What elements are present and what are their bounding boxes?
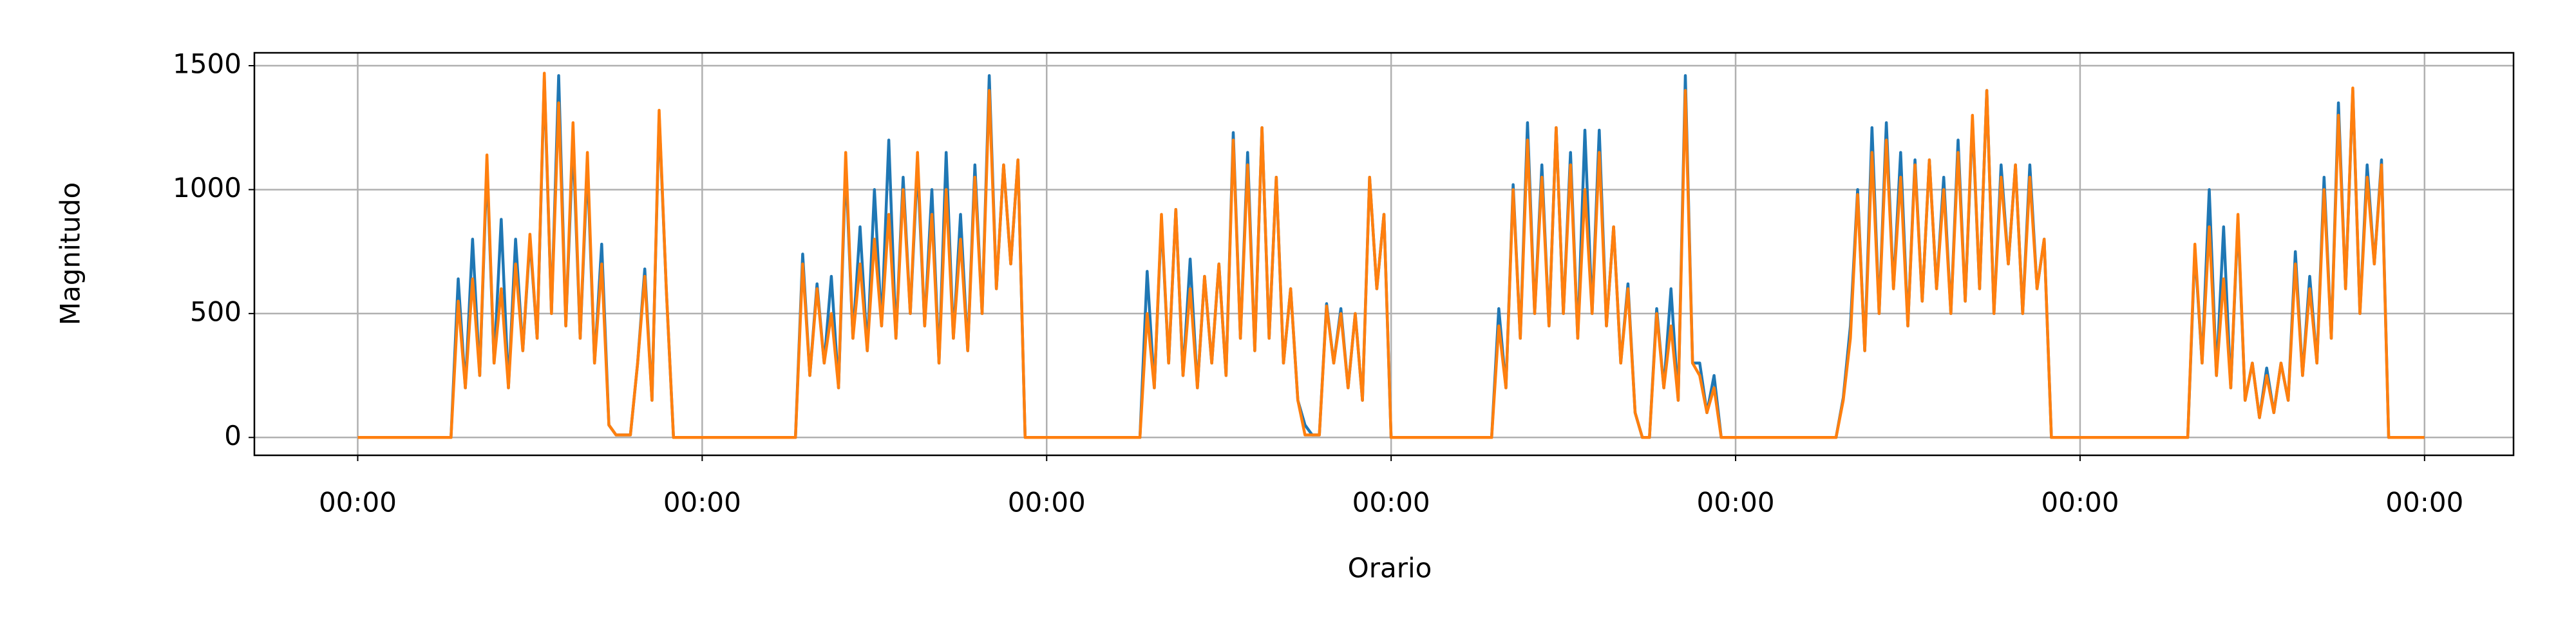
- series-line: [357, 71, 2425, 439]
- x-axis-label: Orario: [1348, 553, 1432, 584]
- y-tick-label: 0: [224, 420, 242, 451]
- x-tick-label: 00:00: [663, 487, 741, 518]
- x-tick-label: 00:00: [319, 487, 397, 518]
- x-tick-label: 00:00: [1352, 487, 1430, 518]
- y-tick-label: 1500: [173, 48, 242, 80]
- x-tick-label: 00:00: [1008, 487, 1086, 518]
- x-tick-label: 00:00: [1697, 487, 1775, 518]
- x-tick-label: 00:00: [2385, 487, 2463, 518]
- y-tick-label: 500: [190, 296, 242, 327]
- plot-frame: [253, 52, 2515, 457]
- y-tick-label: 1000: [173, 172, 242, 204]
- y-axis-label: Magnitudo: [55, 182, 86, 325]
- x-tick-label: 00:00: [2041, 487, 2119, 518]
